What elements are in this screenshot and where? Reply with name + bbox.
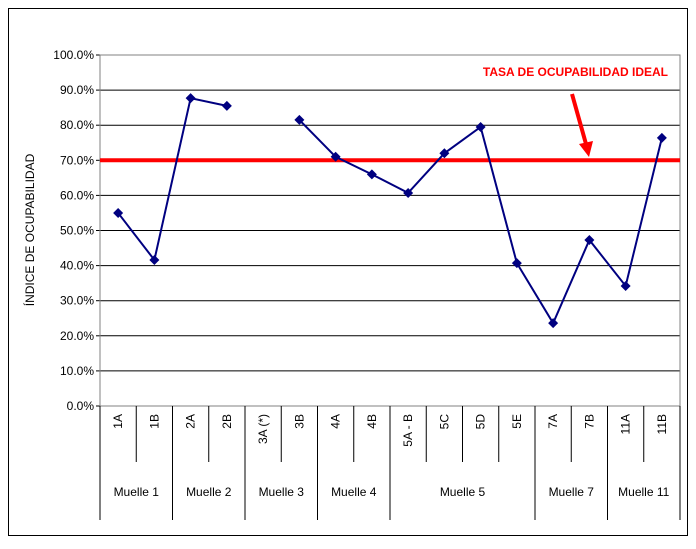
y-tick-label: 10.0% [60,364,94,378]
reference-arrowhead [579,141,593,157]
data-point [439,148,450,159]
x-tick-label: 7A [546,414,560,429]
data-point [656,132,667,143]
group-label: Muelle 3 [259,485,305,499]
data-point [221,100,232,111]
data-point [366,169,377,180]
data-point [185,93,196,104]
y-tick-label: 80.0% [60,118,94,132]
data-point [620,280,631,291]
y-tick-label: 40.0% [60,259,94,273]
group-label: Muelle 1 [114,485,160,499]
chart-frame [8,8,688,536]
data-point [294,114,305,125]
x-tick-label: 5C [437,414,451,430]
data-point [149,254,160,265]
group-label: Muelle 5 [440,485,486,499]
reference-arrow [570,93,588,145]
x-tick-label: 4B [365,414,379,429]
y-tick-label: 50.0% [60,224,94,238]
group-label: Muelle 2 [186,485,232,499]
x-tick-label: 2B [220,414,234,429]
group-label: Muelle 7 [549,485,595,499]
data-point [511,258,522,269]
data-point [330,151,341,162]
y-tick-label: 70.0% [60,153,94,167]
x-tick-label: 2A [184,414,198,429]
y-tick-label: 60.0% [60,188,94,202]
x-tick-label: 5A - B [401,414,415,447]
group-label: Muelle 4 [331,485,377,499]
x-tick-label: 4A [329,414,343,429]
y-tick-label: 90.0% [60,83,94,97]
data-point [475,121,486,132]
x-tick-label: 1A [111,414,125,429]
y-tick-label: 20.0% [60,329,94,343]
group-label: Muelle 11 [618,485,669,499]
x-tick-label: 11B [655,414,669,434]
data-point [113,207,124,218]
y-tick-label: 100.0% [53,48,94,62]
data-point [584,234,595,245]
x-tick-label: 3A (*) [256,414,270,444]
y-tick-label: 30.0% [60,294,94,308]
reference-label: TASA DE OCUPABILIDAD IDEAL [483,65,668,79]
data-point [548,318,559,329]
y-axis-label: ÍNDICE DE OCUPABILIDAD [22,153,37,306]
x-tick-label: 1B [147,414,161,429]
data-point [403,187,414,198]
x-tick-label: 5E [510,414,524,429]
x-tick-label: 5D [474,414,488,430]
y-tick-label: 0.0% [67,399,95,413]
x-tick-label: 7B [582,414,596,429]
series-line [117,96,228,263]
x-tick-label: 3B [292,414,306,429]
x-tick-label: 11A [619,414,633,434]
